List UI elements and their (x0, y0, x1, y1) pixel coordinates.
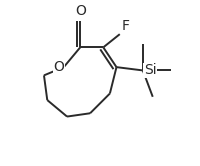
Text: O: O (75, 4, 86, 18)
Text: F: F (121, 19, 129, 33)
Text: Si: Si (144, 63, 156, 77)
Text: O: O (53, 60, 64, 74)
